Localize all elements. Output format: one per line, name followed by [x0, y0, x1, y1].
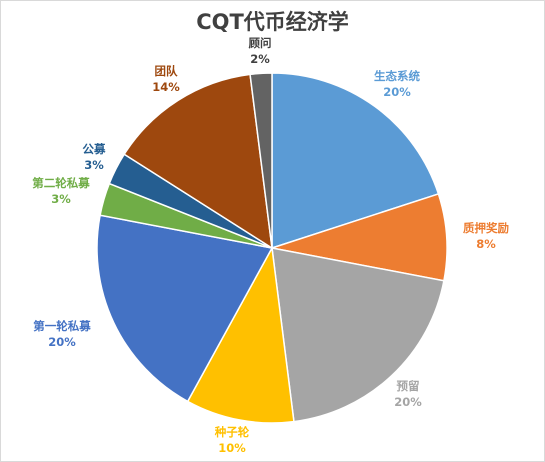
slice-value-label: 14% — [152, 80, 180, 94]
slice-value-label: 8% — [476, 237, 496, 251]
slice-label: 质押奖励 — [463, 221, 509, 235]
slice-value-label: 20% — [394, 395, 422, 409]
slice-value-label: 10% — [218, 441, 246, 455]
slice-label: 团队 — [155, 64, 178, 78]
chart-title: CQT代币经济学 — [196, 10, 349, 34]
pie-slice — [271, 247, 445, 423]
slice-label: 公募 — [83, 142, 106, 156]
slice-value-label: 20% — [48, 335, 76, 349]
slice-label: 生态系统 — [374, 69, 420, 83]
pie-slice — [186, 245, 295, 424]
slice-label: 预留 — [397, 379, 420, 393]
pie-slice — [96, 214, 274, 403]
slice-label: 种子轮 — [214, 425, 250, 439]
slice-label: 第一轮私募 — [33, 319, 91, 333]
slice-label: 顾问 — [249, 36, 272, 50]
pie-slice — [271, 72, 440, 250]
pie-slice — [123, 73, 273, 250]
slice-value-label: 3% — [51, 192, 71, 206]
slice-label: 第二轮私募 — [32, 176, 90, 190]
slice-value-label: 20% — [383, 85, 411, 99]
pie-slice — [249, 72, 273, 249]
slice-value-label: 2% — [250, 52, 270, 66]
slice-value-label: 3% — [84, 158, 104, 172]
